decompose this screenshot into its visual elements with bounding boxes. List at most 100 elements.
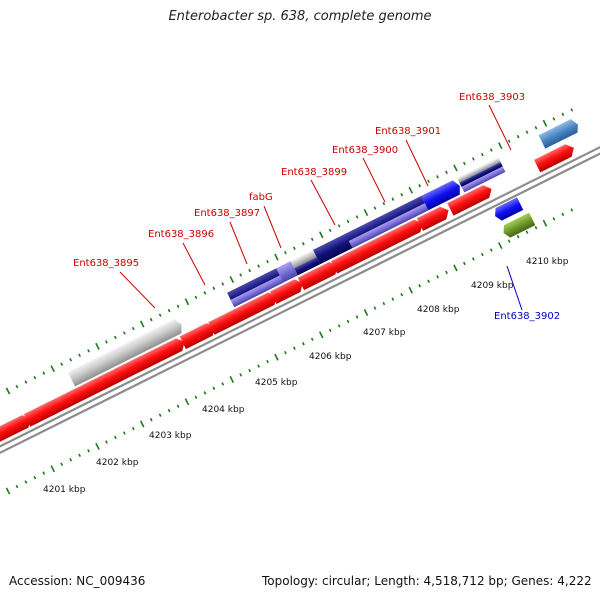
scale-tick	[24, 380, 28, 384]
scale-label: 4210 kbp	[526, 257, 569, 267]
scale-tick	[149, 417, 153, 422]
scale-tick	[105, 340, 108, 344]
scale-tick	[346, 319, 350, 324]
scale-tick	[525, 230, 529, 234]
scale-tick	[176, 404, 180, 408]
scale-tick	[203, 291, 207, 295]
gene-label-ent638-3903[interactable]: Ent638_3903	[459, 92, 525, 103]
scale-tick	[221, 382, 225, 386]
scale-tick	[248, 368, 252, 373]
scale-tick	[78, 453, 82, 457]
scale-tick	[570, 108, 574, 112]
scale-tick	[418, 284, 422, 288]
cds-feature[interactable]	[330, 217, 426, 274]
scale-label: 4204 kbp	[202, 405, 245, 415]
gene-feature-ent638-3901[interactable]	[459, 162, 503, 188]
scale-tick	[373, 206, 377, 210]
scale-tick	[131, 426, 135, 431]
cds-feature[interactable]	[208, 290, 280, 335]
gene-feature-ent638-3896-band	[230, 275, 284, 308]
cds-feature[interactable]	[297, 259, 341, 291]
accession-text: Accession: NC_009436	[9, 574, 146, 588]
scale-tick	[50, 465, 56, 473]
gene-feature-ent638-3899[interactable]	[313, 195, 429, 265]
gene-label-ent638-3902[interactable]: Ent638_3902	[494, 311, 560, 322]
scale-tick	[328, 228, 332, 233]
gene-label-fabg[interactable]: fabG	[249, 192, 273, 203]
gene-track-forward	[67, 117, 581, 387]
gene-label-ent638-3896[interactable]: Ent638_3896	[148, 229, 214, 240]
cds-feature[interactable]	[447, 183, 494, 216]
scale-tick	[391, 297, 395, 301]
scale-tick	[337, 324, 341, 328]
cds-feature[interactable]	[534, 142, 577, 173]
gene-label-ent638-3899[interactable]: Ent638_3899	[281, 167, 347, 178]
scale-tick	[257, 264, 261, 268]
scale-tick	[337, 224, 341, 228]
scale-label: 4201 kbp	[43, 485, 86, 495]
scale-label: 4207 kbp	[363, 328, 406, 338]
cds-feature[interactable]	[179, 320, 218, 350]
gene-feature-ent638-3897[interactable]	[294, 257, 321, 276]
scale-tick	[42, 471, 46, 475]
scale-tick	[184, 298, 190, 306]
scale-tick	[212, 386, 216, 391]
scale-tick	[301, 242, 305, 246]
scale-tick	[552, 217, 556, 221]
scale-tick	[194, 395, 198, 399]
scale-tick	[113, 435, 117, 440]
gene-feature-ent638-3903[interactable]	[538, 117, 581, 149]
gene-feature-grey[interactable]	[67, 317, 185, 387]
map-title: Enterobacter sp. 638, complete genome	[168, 9, 432, 24]
scale-tick	[301, 342, 305, 346]
scale-tick	[355, 315, 359, 319]
cds-track-forward	[0, 142, 577, 443]
gene-label-ent638-3897[interactable]: Ent638_3897	[194, 208, 260, 219]
scale-tick	[284, 350, 287, 355]
scale-tick	[266, 359, 269, 364]
scale-tick	[561, 112, 565, 117]
scale-tick	[445, 170, 448, 175]
scale-tick	[497, 142, 503, 150]
cds-feature[interactable]	[0, 412, 34, 443]
scale-tick	[158, 413, 162, 417]
scale-tick	[194, 295, 198, 299]
scale-tick	[391, 197, 395, 201]
gene-label-ent638-3895[interactable]: Ent638_3895	[73, 258, 139, 269]
scale-tick	[489, 248, 493, 252]
gene-labels: Ent638_3895 Ent638_3896 Ent638_3897 fabG…	[73, 92, 560, 322]
scale-tick	[382, 301, 386, 306]
scale-tick	[534, 126, 538, 130]
gene-feature-ent638-3900[interactable]	[421, 179, 463, 211]
scale-tick	[292, 346, 296, 350]
gene-feature-fabg[interactable]	[276, 261, 298, 283]
cds-feature[interactable]	[270, 277, 306, 304]
scale-tick	[570, 208, 574, 212]
scale-tick	[78, 353, 82, 357]
scale-tick	[507, 239, 511, 243]
gene-label-ent638-3900[interactable]: Ent638_3900	[332, 145, 398, 156]
gene-feature-ent638-3902[interactable]	[500, 212, 536, 240]
scale-tick	[453, 264, 458, 272]
scale-tick	[5, 487, 11, 495]
scale-tick	[203, 391, 207, 395]
gene-label-ent638-3901[interactable]: Ent638_3901	[375, 126, 441, 137]
cds-feature[interactable]	[45, 336, 187, 416]
cds-feature[interactable]	[416, 204, 452, 231]
cds-feature-reverse[interactable]	[492, 197, 524, 222]
scale-tick	[516, 134, 520, 139]
gene-feature-grey[interactable]	[457, 157, 501, 183]
scale-tick	[363, 209, 369, 217]
scale-tick	[542, 119, 548, 127]
gene-feature-ent638-3901-low[interactable]	[461, 166, 506, 193]
scale-tick	[229, 275, 235, 283]
scale-label: 4206 kbp	[309, 352, 352, 362]
scale-tick	[24, 480, 28, 484]
gene-feature-grey[interactable]	[290, 249, 317, 269]
scale-tick	[248, 268, 252, 273]
scale-tick	[534, 226, 538, 230]
scale-tick	[436, 175, 439, 179]
scale-tick	[139, 320, 145, 328]
scale-labels: 4201 kbp 4202 kbp 4203 kbp 4204 kbp 4205…	[43, 257, 569, 495]
